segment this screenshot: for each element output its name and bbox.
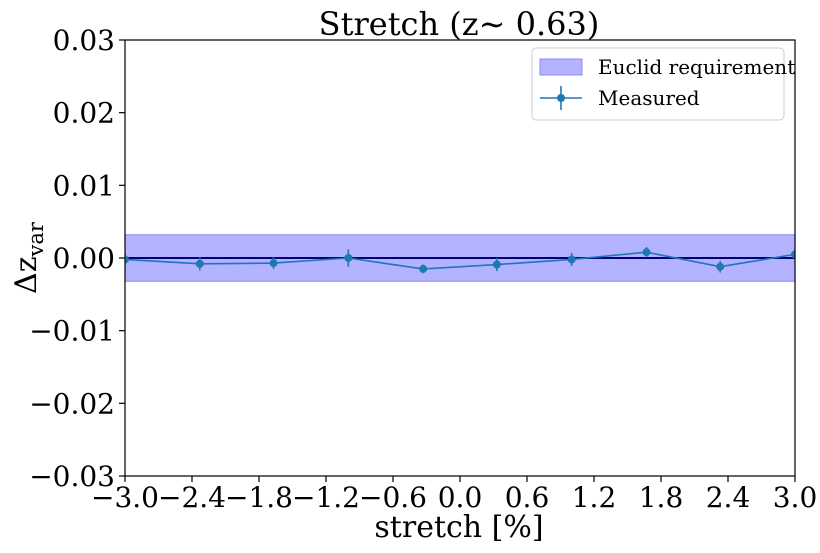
x-axis-label: stretch [%] [374, 510, 543, 545]
y-tick-label: 0.02 [53, 97, 115, 130]
y-tick-label: 0.03 [53, 24, 115, 57]
y-tick-label: 0.01 [53, 169, 115, 202]
x-tick-label: 0.0 [438, 481, 483, 514]
legend-swatch-band [539, 58, 583, 76]
data-point [567, 255, 576, 264]
legend-label-measured: Measured [598, 86, 700, 110]
data-point [716, 262, 725, 271]
y-tick-label: −0.03 [29, 460, 115, 493]
data-point [419, 264, 428, 273]
x-tick-label: −3.0 [91, 481, 159, 514]
x-tick-label: 0.6 [505, 481, 550, 514]
y-axis-label-main: Δz [9, 256, 44, 293]
y-tick-label: −0.02 [29, 387, 115, 420]
x-tick-label: −0.6 [359, 481, 427, 514]
legend: Euclid requirement Measured [531, 47, 795, 121]
data-point [269, 259, 278, 268]
x-tick-label: 2.4 [706, 481, 751, 514]
x-tick-label: −1.8 [225, 481, 293, 514]
x-tick-label: 1.2 [572, 481, 617, 514]
y-axis-label: Δzvar [9, 221, 48, 294]
data-point [642, 248, 651, 257]
y-tick-label: −0.01 [29, 315, 115, 348]
series-group [125, 247, 795, 274]
y-axis-label-subscript: var [24, 221, 48, 257]
x-tick-label: −2.4 [158, 481, 226, 514]
chart-title: Stretch (z∼ 0.63) [319, 5, 600, 43]
data-point [492, 260, 501, 269]
legend-box [531, 47, 785, 121]
data-point [344, 254, 353, 262]
x-tick-label: 1.8 [639, 481, 684, 514]
legend-swatch-marker [557, 94, 565, 102]
y-tick-label: 0.00 [53, 242, 115, 275]
series-line [125, 251, 795, 270]
data-point [125, 255, 129, 264]
data-point [195, 259, 204, 268]
x-tick-label: 3.0 [773, 481, 818, 514]
legend-label-band: Euclid requirement [598, 55, 795, 79]
data-point [791, 250, 795, 259]
x-tick-label: −1.2 [292, 481, 360, 514]
